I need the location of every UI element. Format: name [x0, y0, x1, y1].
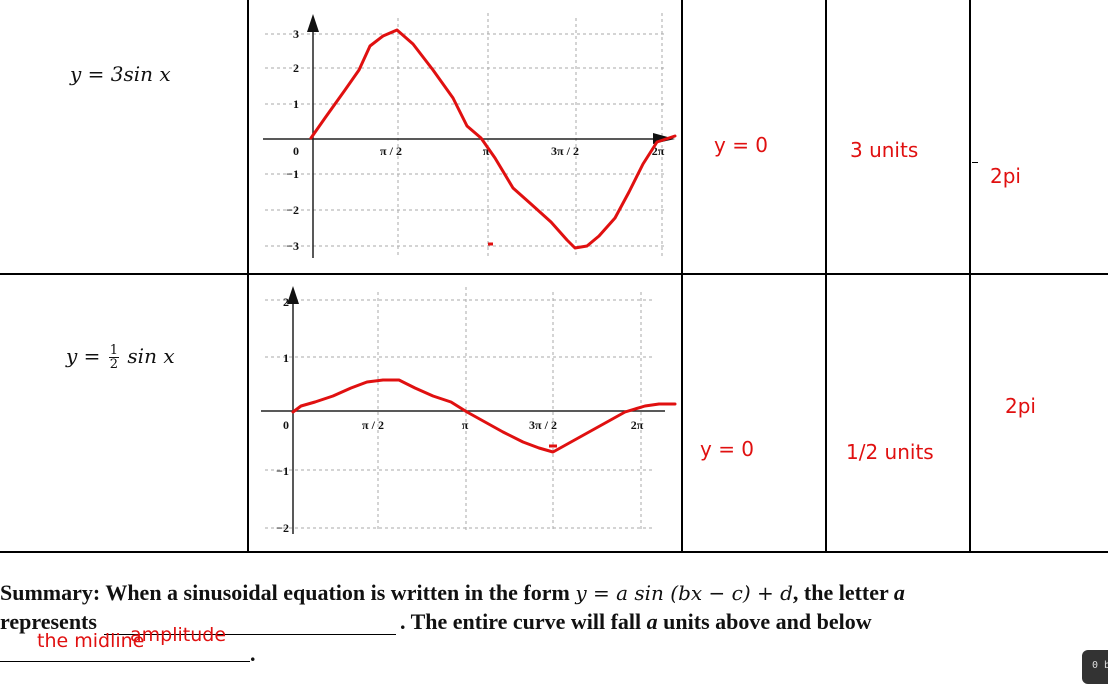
svg-text:−1: −1: [286, 167, 299, 181]
summary-line2-start: represents: [0, 609, 97, 634]
midline-row1: y = 0: [714, 133, 769, 157]
summary-text: , the letter: [792, 580, 894, 605]
period-row1: 2pi: [990, 164, 1021, 188]
equation-suffix: sin x: [127, 344, 175, 368]
svg-text:π: π: [483, 144, 490, 158]
svg-text:3: 3: [293, 27, 299, 41]
midline-row2: y = 0: [700, 437, 755, 461]
svg-text:0: 0: [283, 418, 289, 432]
svg-text:1: 1: [283, 351, 289, 365]
equation-fraction: 1 2: [108, 343, 120, 372]
column-divider: [969, 0, 971, 553]
column-divider: [825, 0, 827, 553]
svg-text:π: π: [462, 418, 469, 432]
equation-prefix: y =: [66, 344, 107, 368]
summary-period: .: [250, 641, 256, 666]
svg-text:2: 2: [283, 295, 289, 309]
summary-formula: y = a sin (bx − c) + d: [575, 581, 793, 605]
svg-text:0: 0: [293, 144, 299, 158]
svg-text:3π / 2: 3π / 2: [529, 418, 557, 432]
summary-letter-a: a: [893, 580, 905, 605]
handwritten-answer-amplitude: amplitude: [130, 624, 227, 646]
equation-row2: y = 1 2 sin x: [66, 344, 175, 371]
column-divider: [681, 0, 683, 553]
summary-text: . The entire curve will fall: [400, 609, 647, 634]
graph-row2: 2 1 0 −1 −2 π / 2 π 3π / 2 2π: [261, 286, 677, 535]
svg-text:π / 2: π / 2: [380, 144, 402, 158]
summary-letter-a: a: [646, 609, 658, 634]
y-tick-labels: 3 2 1 0 −1 −2 −3: [286, 27, 299, 253]
table-border-bottom: [0, 551, 1108, 553]
svg-text:π / 2: π / 2: [362, 418, 384, 432]
x-tick-labels: π / 2 π 3π / 2 2π: [362, 418, 644, 432]
summary-text: units above and below: [657, 609, 872, 634]
summary-text: Summary: When a sinusoidal equation is w…: [0, 580, 576, 605]
handwritten-answer-midline: the midline: [37, 630, 145, 652]
hand-drawn-sine-curve: [309, 28, 677, 250]
answer-blank-1[interactable]: [104, 634, 396, 635]
svg-text:−3: −3: [286, 239, 299, 253]
svg-text:3π / 2: 3π / 2: [551, 144, 579, 158]
equation-row1: y = 3sin x: [70, 62, 171, 86]
svg-text:2π: 2π: [631, 418, 644, 432]
column-divider: [247, 0, 249, 553]
x-tick-labels: π / 2 π 3π / 2 2π: [380, 144, 665, 158]
svg-text:1: 1: [293, 97, 299, 111]
summary-line2-end: . The entire curve will fall a units abo…: [400, 609, 872, 635]
corner-chip: 0 b: [1082, 650, 1108, 684]
svg-text:−1: −1: [276, 464, 289, 478]
y-tick-labels: 2 1 0 −1 −2: [276, 295, 289, 535]
amplitude-row1: 3 units: [850, 138, 919, 162]
tick-mark: [972, 162, 978, 163]
table-border-middle: [0, 273, 1108, 275]
amplitude-row2: 1/2 units: [846, 440, 934, 464]
hand-drawn-sine-curve: [291, 378, 677, 454]
svg-text:−2: −2: [276, 521, 289, 535]
period-row2: 2pi: [1005, 394, 1036, 418]
graph-row1: 3 2 1 0 −1 −2 −3 π / 2 π 3π / 2 2π: [263, 13, 677, 258]
fraction-numerator: 1: [108, 343, 120, 358]
answer-blank-2[interactable]: [0, 661, 250, 662]
summary-line1: Summary: When a sinusoidal equation is w…: [0, 580, 905, 606]
svg-text:2: 2: [293, 61, 299, 75]
svg-text:−2: −2: [286, 203, 299, 217]
fraction-denominator: 2: [109, 357, 119, 372]
